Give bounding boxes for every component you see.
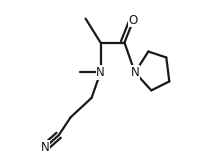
Text: N: N xyxy=(131,66,139,79)
Text: O: O xyxy=(129,14,138,27)
Text: N: N xyxy=(41,141,49,154)
Text: N: N xyxy=(96,66,105,79)
